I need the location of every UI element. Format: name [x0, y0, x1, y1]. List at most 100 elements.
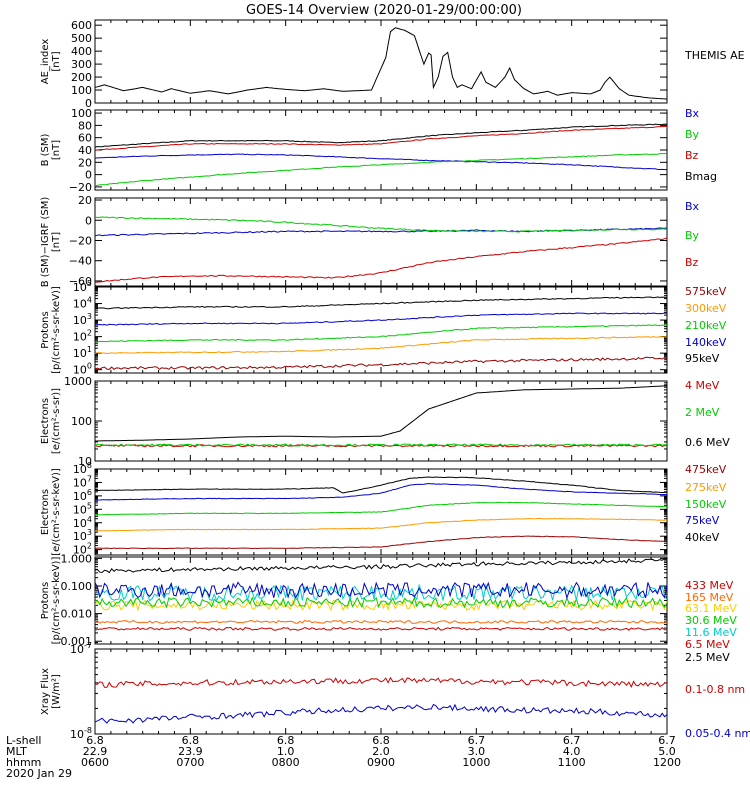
series-line-11-6-mev	[95, 583, 667, 603]
x-tick-label: 0900	[367, 756, 395, 769]
y-tick-label: 103	[73, 312, 92, 327]
legend-label: By	[685, 229, 700, 242]
y-tick-label: 80	[78, 119, 92, 132]
series-line-0-1-0-8-nm	[95, 676, 667, 688]
panel-protons_low: 100101102103104105Protons[p/(cm²-s-sr-ke…	[40, 279, 727, 377]
series-line-0-6-mev	[95, 385, 667, 442]
x-tick-label: 3.0	[468, 745, 486, 758]
x-tick-label: 1200	[653, 756, 681, 769]
legend-label: 0.05-0.4 nm	[685, 727, 750, 740]
x-row-label: hhmm	[6, 756, 41, 769]
legend-label: 6.5 MeV	[685, 638, 730, 651]
series-line-300kev	[95, 335, 667, 355]
x-tick-label: 0700	[176, 756, 204, 769]
x-tick-label: 6.7	[563, 734, 581, 747]
legend-label: THEMIS AE	[684, 49, 745, 62]
y-tick-label: 60	[78, 132, 92, 145]
legend-label: 11.6 MeV	[685, 626, 737, 639]
panel-frame	[94, 286, 668, 374]
panel-electrons_low: 102103104105106107108Electrons[e/(cm²-s-…	[40, 461, 727, 557]
x-row-label: MLT	[6, 745, 27, 758]
x-tick-label: 6.8	[372, 734, 390, 747]
legend-label: 0.6 MeV	[685, 436, 730, 449]
y-tick-label: 40	[78, 144, 92, 157]
legend-label: 210keV	[685, 319, 727, 332]
x-tick-label: 6.8	[182, 734, 200, 747]
x-row-label: L-shell	[6, 734, 42, 747]
legend-label: 2.5 MeV	[685, 651, 730, 664]
y-tick-label: 100	[71, 415, 92, 428]
y-axis-label: Protons[p/(cm²-s-sr-keV)]	[40, 557, 62, 645]
legend-label: Bx	[685, 107, 700, 120]
x-tick-label: 0800	[272, 756, 300, 769]
series-line-140kev	[95, 312, 667, 326]
legend-label: 0.1-0.8 nm	[685, 683, 745, 696]
legend-label: 165 MeV	[685, 591, 734, 604]
y-tick-label: 0.100	[61, 580, 93, 593]
series-line-2-5-mev	[95, 557, 667, 574]
x-tick-label: 23.9	[178, 745, 203, 758]
x-tick-label: 2.0	[372, 745, 390, 758]
y-tick-label: 0	[85, 214, 92, 227]
series-line-475kev	[95, 535, 667, 550]
legend-label: 475keV	[685, 463, 727, 476]
series-line-2-mev	[95, 443, 667, 447]
x-tick-label: 1000	[462, 756, 490, 769]
legend-label: 2 MeV	[685, 406, 720, 419]
y-tick-label: 500	[71, 32, 92, 45]
legend-label: 95keV	[685, 352, 720, 365]
x-tick-label: 4.0	[563, 745, 581, 758]
legend-label: 75keV	[685, 514, 720, 527]
y-tick-label: 101	[73, 345, 92, 360]
y-tick-label: 0	[85, 97, 92, 110]
x-tick-label: 1100	[558, 756, 586, 769]
series-line-30-6-mev	[95, 595, 667, 609]
y-tick-label: 1000	[64, 375, 92, 388]
legend-label: 63.1 MeV	[685, 602, 737, 615]
series-line-by	[95, 152, 667, 187]
legend-label: Bmag	[685, 170, 717, 183]
y-axis-label: B (SM)[nT]	[40, 133, 62, 166]
chart-title: GOES-14 Overview (2020-01-29/00:00:00)	[246, 3, 522, 18]
y-axis-label: Protons[p/(cm²-s-sr-keV)]	[40, 286, 62, 374]
series-line-575kev	[95, 356, 667, 371]
y-tick-label: −20	[69, 234, 92, 247]
legend-label: 275keV	[685, 481, 727, 494]
y-tick-label: 105	[73, 279, 92, 294]
series-line-0-05-0-4-nm	[95, 703, 667, 724]
x-tick-label: 6.7	[658, 734, 676, 747]
series-line-by	[95, 216, 667, 233]
y-tick-label: 102	[73, 329, 92, 344]
series-line-75kev	[95, 482, 667, 501]
y-tick-label: 20	[78, 194, 92, 207]
y-axis-label: B (SM)−IGRF (SM)[nT]	[40, 197, 62, 288]
y-axis-label: Electrons[e/(cm²-s-sr-keV)]	[40, 468, 62, 556]
panel-protons_hi: 0.001 0.010 0.100 1.000Protons[p/(cm²-s-sr-…	[40, 552, 737, 664]
y-axis-label: AE_index[nT]	[40, 39, 62, 85]
x-tick-label: 6.7	[468, 734, 486, 747]
y-tick-label: 600	[71, 19, 92, 32]
series-line-bmag	[95, 123, 667, 148]
series-line-275kev	[95, 517, 667, 532]
series-line-bz	[95, 237, 667, 283]
y-tick-label: 10	[78, 455, 92, 468]
legend-label: 30.6 MeV	[685, 614, 737, 627]
y-axis-label: Electrons[e/(cm²-s-sr)]	[40, 388, 62, 454]
legend-label: Bz	[685, 149, 699, 162]
x-tick-label: 1.0	[277, 745, 295, 758]
series-line-6-5-mev	[95, 581, 667, 600]
series-line-433-mev	[95, 626, 667, 631]
x-date-label: 2020 Jan 29	[6, 767, 72, 780]
series-line-themis-ae	[95, 27, 667, 100]
y-tick-label: −60	[69, 275, 92, 288]
legend-label: Bz	[685, 256, 699, 269]
panel-bigrf: −60 −40 −20 0 20 B (SM)−IGRF (SM)[nT] Bx By Bz	[40, 194, 700, 288]
legend-label: 40keV	[685, 531, 720, 544]
legend-label: 575keV	[685, 285, 727, 298]
